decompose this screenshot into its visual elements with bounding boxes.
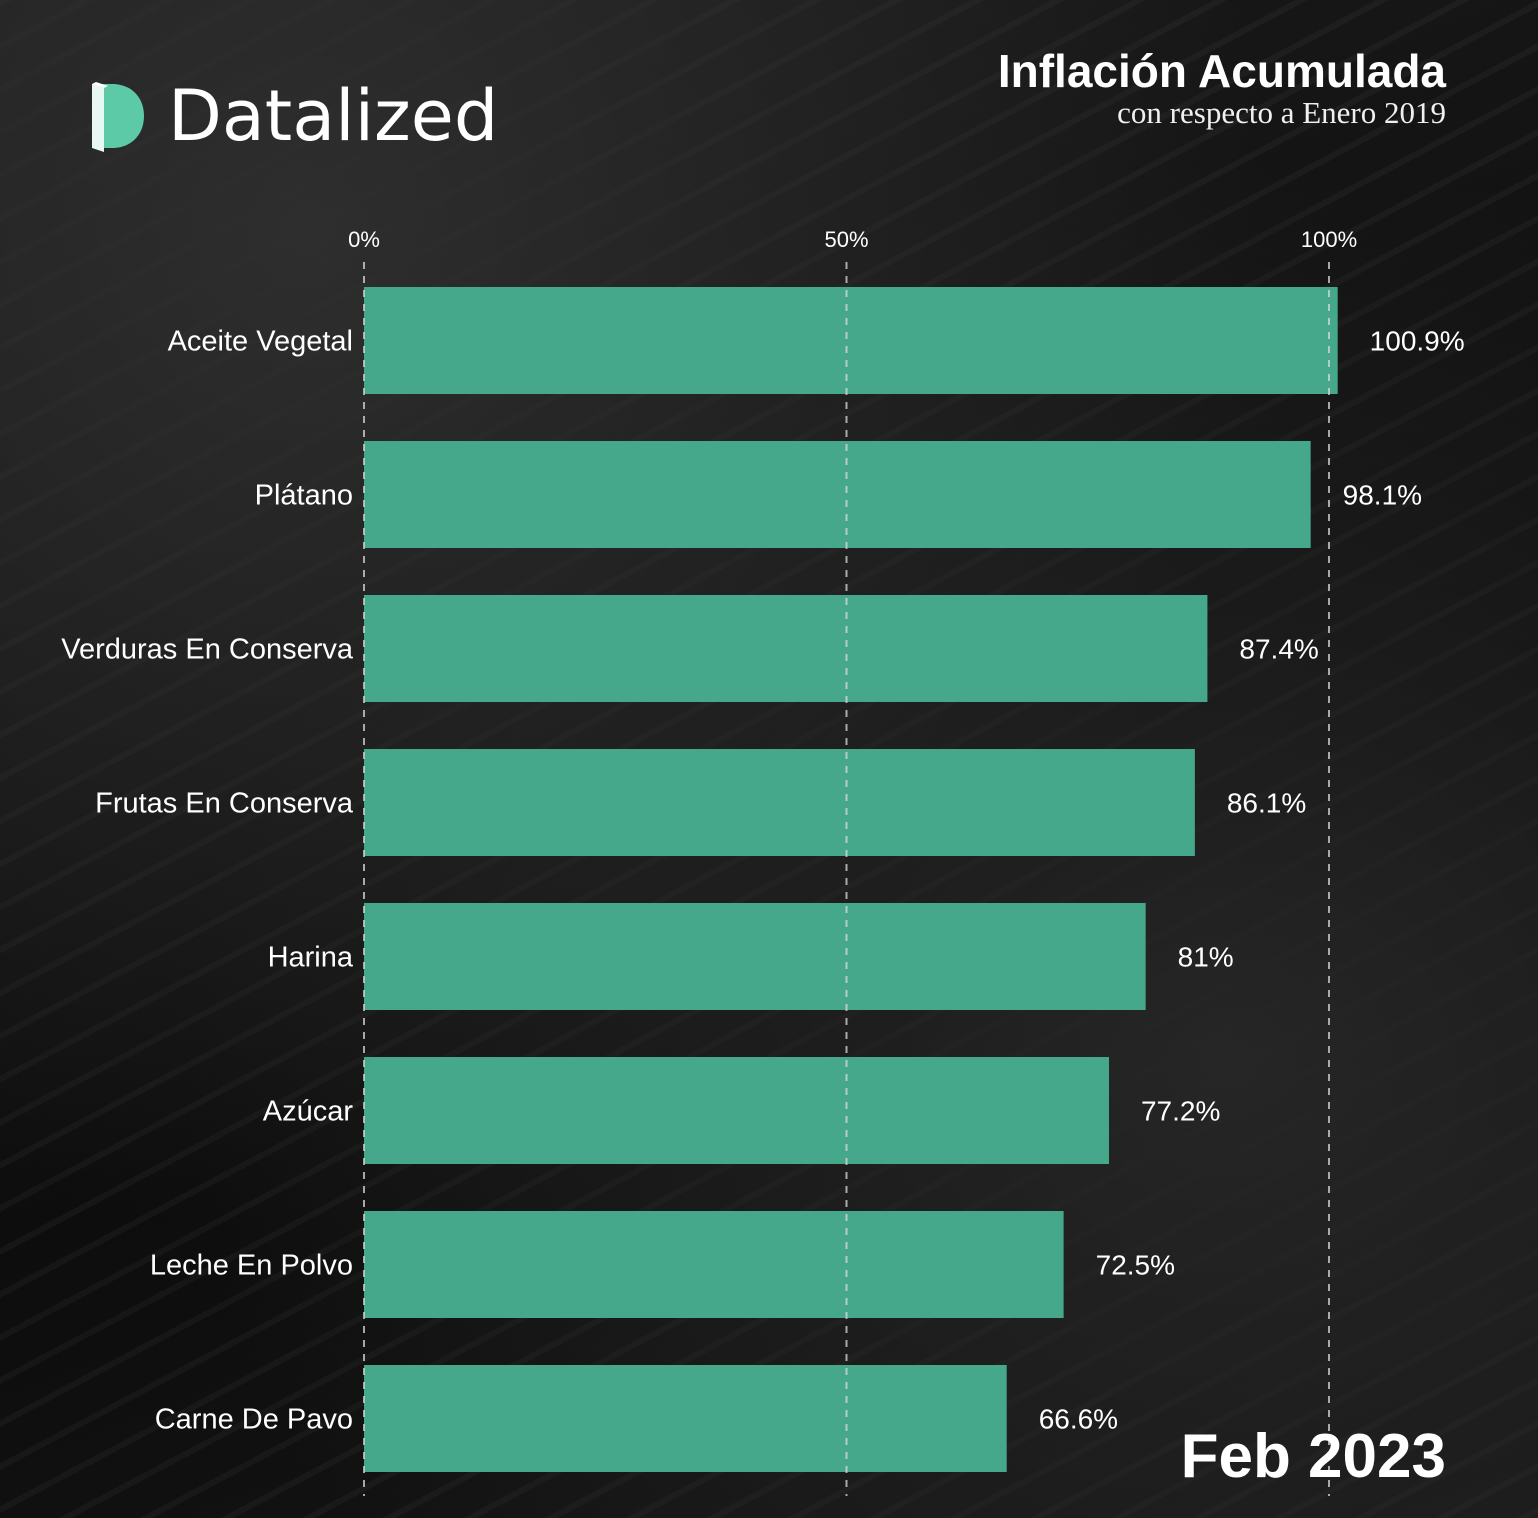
brand-name: Datalized [168,75,499,157]
bar-4 [364,903,1146,1010]
value-label: 81% [1178,942,1234,973]
x-tick-label: 50% [824,227,868,252]
category-label: Frutas En Conserva [95,788,354,820]
category-label: Harina [268,942,354,974]
bar-0 [364,287,1338,394]
value-label: 87.4% [1239,634,1318,665]
category-label: Verduras En Conserva [61,634,354,666]
value-label: 77.2% [1141,1096,1220,1127]
chart-title: Inflación Acumulada [997,45,1446,97]
value-label: 86.1% [1227,788,1306,819]
x-tick-label: 100% [1301,227,1357,252]
x-tick-label: 0% [348,227,380,252]
category-label: Carne De Pavo [155,1404,353,1436]
category-label: Plátano [255,480,353,512]
bar-6 [364,1211,1064,1318]
category-label: Azúcar [263,1096,354,1128]
category-label: Leche En Polvo [150,1250,353,1282]
brand-logo: Datalized [86,76,498,156]
bars [364,287,1338,1472]
gridlines [363,262,1330,1496]
value-label: 72.5% [1096,1250,1175,1281]
value-label: 66.6% [1039,1404,1118,1435]
category-label: Aceite Vegetal [168,326,353,358]
period-label: Feb 2023 [1180,1422,1446,1491]
labels: Aceite Vegetal 100.9% Plátano 98.1% Verduras… [61,227,1464,1436]
chart-subtitle: con respecto a Enero 2019 [1117,95,1446,130]
value-label: 100.9% [1370,326,1465,357]
bar-3 [364,749,1195,856]
bar-5 [364,1057,1109,1164]
datalized-logo-icon [92,82,144,152]
bar-7 [364,1365,1007,1472]
bar-1 [364,441,1311,548]
value-label: 98.1% [1343,480,1422,511]
bar-2 [364,595,1208,702]
